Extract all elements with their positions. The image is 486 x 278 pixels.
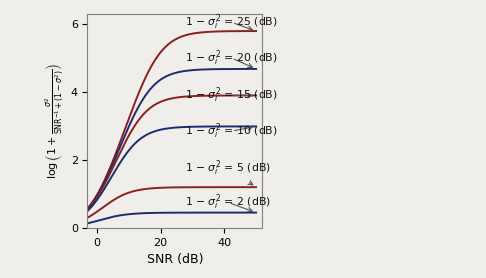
Text: 1 $-$ $\sigma_i^2$ = 15 (dB): 1 $-$ $\sigma_i^2$ = 15 (dB)	[186, 86, 278, 105]
Text: 1 $-$ $\sigma_i^2$ = 5 (dB): 1 $-$ $\sigma_i^2$ = 5 (dB)	[186, 159, 271, 185]
Text: 1 $-$ $\sigma_i^2$ = 25 (dB): 1 $-$ $\sigma_i^2$ = 25 (dB)	[186, 13, 278, 32]
Text: 1 $-$ $\sigma_i^2$ = 20 (dB): 1 $-$ $\sigma_i^2$ = 20 (dB)	[186, 48, 278, 68]
Text: 1 $-$ $\sigma_i^2$ = 2 (dB): 1 $-$ $\sigma_i^2$ = 2 (dB)	[186, 193, 271, 212]
Text: 1 $-$ $\sigma_i^2$ = 10 (dB): 1 $-$ $\sigma_i^2$ = 10 (dB)	[186, 121, 278, 141]
Y-axis label: $\log\left(1 + \frac{\sigma^2}{\mathrm{SNR}^{-1}+(1-\sigma^2)}\right)$: $\log\left(1 + \frac{\sigma^2}{\mathrm{S…	[43, 63, 65, 179]
X-axis label: SNR (dB): SNR (dB)	[147, 253, 203, 266]
